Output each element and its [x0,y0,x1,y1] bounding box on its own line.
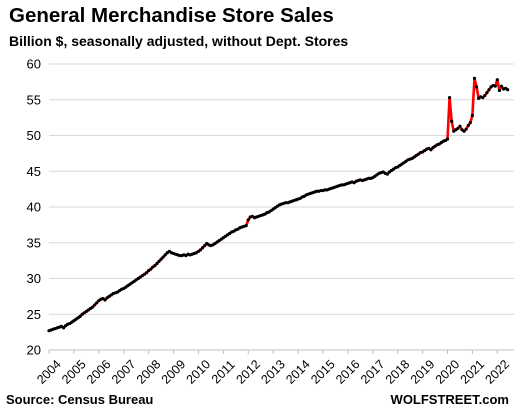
y-tick-label: 55 [27,92,41,107]
x-tick-label: 2017 [358,357,388,387]
data-point [468,121,472,125]
x-axis: 2004200520062007200820092010201120122013… [34,349,514,387]
series [47,76,510,333]
data-point [458,124,462,128]
chart-title: General Merchandise Store Sales [9,4,334,27]
x-tick-label: 2016 [333,357,363,387]
data-point [103,298,107,302]
x-tick-label: 2022 [483,357,513,387]
data-point [385,172,389,176]
data-point [497,88,501,93]
data-point [506,88,510,92]
y-tick-label: 30 [27,271,41,286]
chart-subtitle: Billion $, seasonally adjusted, without … [9,33,349,49]
data-point [499,84,504,88]
data-point [244,223,248,228]
data-point [447,96,452,100]
x-tick-label: 2013 [258,357,288,387]
data-point [155,261,159,266]
y-tick-label: 60 [27,57,41,72]
data-point [483,93,487,98]
data-point [487,88,491,92]
y-tick-label: 40 [27,200,41,215]
data-point [485,91,489,95]
x-tick-label: 2010 [184,357,214,387]
y-tick-label: 35 [27,235,41,250]
grid-lines [49,63,514,351]
data-point [95,301,99,305]
x-tick-label: 2020 [433,357,463,387]
y-axis: 20 25 30 35 40 45 50 55 60 [27,57,41,358]
x-tick-label: 2007 [109,357,139,387]
x-tick-label: 2014 [283,357,313,387]
x-tick-label: 2018 [383,357,413,387]
data-point [157,259,161,263]
data-point [450,119,454,123]
data-point [470,113,475,118]
data-point [456,126,460,130]
data-point [445,137,450,141]
y-tick-label: 25 [27,307,41,322]
brand-label: WOLFSTREET.com [390,392,509,407]
x-tick-label: 2011 [209,358,238,387]
data-point [90,305,95,309]
data-point [61,326,66,330]
data-point [495,78,499,82]
data-point [429,148,433,152]
data-point [163,253,167,257]
data-point [481,96,485,100]
x-tick-label: 2004 [34,357,64,387]
data-point [149,267,153,271]
x-tick-label: 2009 [159,357,189,387]
data-point [203,244,207,248]
data-point [153,264,157,268]
x-tick-label: 2021 [458,357,488,387]
data-point [159,257,163,261]
data-point [198,248,203,252]
x-tick-label: 2008 [134,357,164,387]
data-point [464,127,468,131]
y-tick-label: 20 [27,343,41,358]
data-point [200,246,205,250]
data-point [78,314,82,318]
data-point [462,129,466,133]
x-tick-label: 2019 [408,357,438,387]
x-tick-label: 2012 [233,357,263,387]
data-point [474,85,479,89]
y-tick-label: 50 [27,128,41,143]
data-point [144,271,149,275]
x-tick-label: 2005 [59,357,89,387]
data-point [246,218,250,222]
data-point [472,76,477,80]
y-tick-label: 45 [27,164,41,179]
data-point [93,303,97,307]
data-point [161,255,165,259]
x-tick-label: 2006 [84,357,114,387]
data-point [493,84,497,88]
source-note: Source: Census Bureau [6,392,154,407]
x-tick-label: 2015 [308,357,338,387]
data-point [466,123,470,128]
